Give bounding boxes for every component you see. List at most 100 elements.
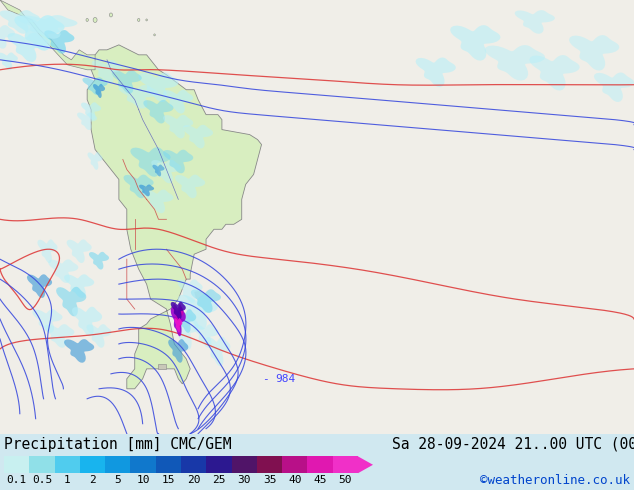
Bar (4, 456, 29, 473)
Polygon shape (27, 274, 52, 298)
Text: 40: 40 (288, 475, 302, 485)
Polygon shape (112, 70, 142, 94)
Bar (156, 456, 181, 473)
Polygon shape (48, 259, 79, 283)
Polygon shape (139, 184, 154, 196)
Polygon shape (178, 279, 203, 303)
Text: 20: 20 (187, 475, 200, 485)
Polygon shape (37, 240, 58, 263)
Bar (257, 456, 282, 473)
Circle shape (109, 13, 112, 17)
Polygon shape (171, 307, 186, 336)
Bar (231, 456, 257, 473)
Polygon shape (119, 85, 158, 109)
Polygon shape (178, 294, 218, 330)
Text: 30: 30 (238, 475, 251, 485)
Circle shape (93, 18, 97, 23)
Polygon shape (569, 35, 619, 71)
Polygon shape (87, 152, 103, 170)
Polygon shape (82, 77, 108, 95)
Polygon shape (143, 190, 174, 213)
Polygon shape (158, 364, 166, 369)
Circle shape (153, 34, 155, 36)
Polygon shape (484, 45, 545, 80)
Polygon shape (171, 302, 186, 319)
Text: 0.5: 0.5 (32, 475, 52, 485)
Polygon shape (594, 73, 634, 102)
Polygon shape (415, 57, 456, 87)
Polygon shape (77, 112, 97, 130)
Polygon shape (32, 309, 63, 333)
Polygon shape (56, 287, 86, 317)
Polygon shape (450, 25, 500, 61)
Polygon shape (174, 314, 198, 350)
Polygon shape (529, 55, 579, 91)
Text: 1: 1 (64, 475, 70, 485)
Polygon shape (168, 339, 188, 363)
Polygon shape (174, 318, 183, 332)
Polygon shape (138, 73, 178, 102)
Text: 25: 25 (212, 475, 226, 485)
Polygon shape (67, 240, 92, 263)
Bar (131, 456, 156, 473)
Bar (333, 456, 358, 473)
Bar (181, 456, 206, 473)
Bar (29, 456, 55, 473)
Polygon shape (64, 274, 94, 298)
Polygon shape (0, 25, 15, 49)
Polygon shape (163, 149, 193, 173)
Text: 2: 2 (89, 475, 96, 485)
Bar (282, 456, 307, 473)
Polygon shape (173, 304, 183, 328)
Polygon shape (124, 174, 153, 198)
Polygon shape (183, 125, 213, 148)
Polygon shape (93, 84, 105, 98)
Polygon shape (191, 289, 221, 313)
Polygon shape (64, 339, 94, 363)
Polygon shape (92, 60, 122, 84)
Polygon shape (8, 32, 48, 62)
Circle shape (86, 19, 88, 22)
Bar (307, 456, 333, 473)
Polygon shape (176, 309, 196, 333)
Polygon shape (0, 52, 18, 70)
Polygon shape (17, 15, 77, 39)
Polygon shape (89, 252, 109, 270)
Polygon shape (0, 0, 95, 70)
Polygon shape (44, 324, 74, 348)
Polygon shape (151, 160, 181, 183)
Bar (80, 456, 105, 473)
Polygon shape (205, 337, 230, 366)
Bar (55, 456, 80, 473)
Text: 0.1: 0.1 (6, 475, 27, 485)
Polygon shape (163, 90, 193, 114)
Text: Sa 28-09-2024 21..00 UTC (00+72): Sa 28-09-2024 21..00 UTC (00+72) (392, 437, 634, 452)
Polygon shape (152, 165, 164, 176)
Polygon shape (175, 174, 205, 198)
Polygon shape (163, 115, 193, 139)
Text: 45: 45 (313, 475, 327, 485)
Polygon shape (130, 147, 171, 177)
Bar (206, 456, 231, 473)
Circle shape (146, 19, 147, 21)
Text: 5: 5 (114, 475, 121, 485)
Polygon shape (143, 100, 174, 123)
Bar (105, 456, 131, 473)
Polygon shape (14, 15, 65, 50)
Text: -: - (262, 374, 269, 384)
Polygon shape (44, 30, 74, 54)
Polygon shape (81, 102, 101, 120)
Text: ©weatheronline.co.uk: ©weatheronline.co.uk (480, 474, 630, 487)
Polygon shape (86, 324, 112, 348)
Polygon shape (72, 307, 102, 336)
Polygon shape (0, 10, 40, 34)
Circle shape (138, 19, 140, 22)
Polygon shape (87, 45, 261, 389)
Text: 10: 10 (136, 475, 150, 485)
Polygon shape (515, 10, 555, 34)
Text: Precipitation [mm] CMC/GEM: Precipitation [mm] CMC/GEM (4, 437, 231, 452)
Polygon shape (193, 324, 219, 348)
Text: 15: 15 (162, 475, 175, 485)
Text: 35: 35 (262, 475, 276, 485)
Text: 984: 984 (275, 374, 295, 384)
